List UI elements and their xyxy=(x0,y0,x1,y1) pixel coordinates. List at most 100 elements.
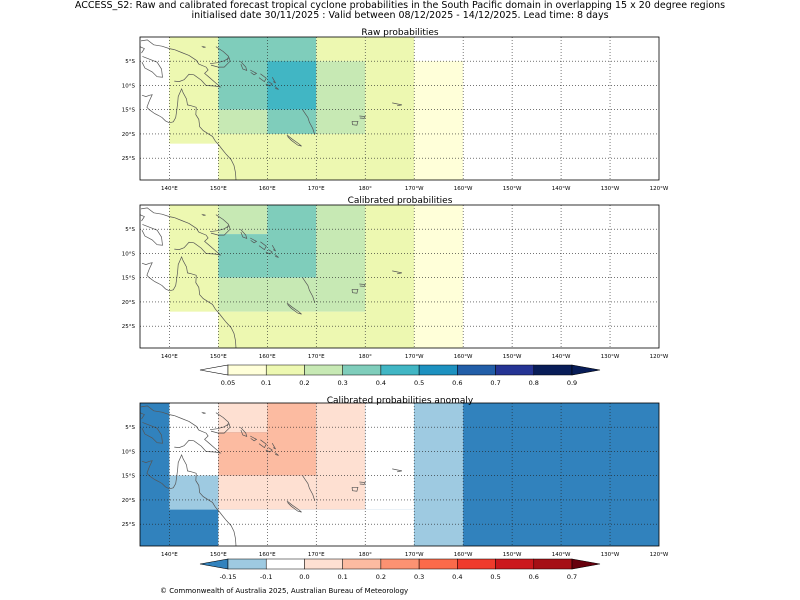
coastline xyxy=(140,207,175,218)
colorbar-tick-label: -0.1 xyxy=(260,573,273,581)
region-cell xyxy=(218,509,415,546)
x-tick-label: 170°E xyxy=(308,186,325,192)
coastline xyxy=(359,115,366,119)
x-tick-label: 180° xyxy=(359,552,372,558)
colorbar-tick-label: 0.1 xyxy=(261,379,271,387)
coastline xyxy=(271,245,276,252)
coastline xyxy=(392,102,402,107)
x-tick-label: 180° xyxy=(359,354,372,360)
colorbar-swatch xyxy=(457,364,496,376)
coastline xyxy=(286,500,302,513)
map-panel-2: Calibrated probabilities 140°E 150°E 160°E 1… xyxy=(122,196,669,360)
coastline xyxy=(195,107,237,180)
colorbar-swatch xyxy=(457,558,496,570)
region-cell xyxy=(414,61,464,180)
x-tick-label: 150°E xyxy=(210,552,227,558)
x-tick-label: 140°E xyxy=(161,186,178,192)
coastline xyxy=(141,453,197,490)
region-cell xyxy=(316,205,366,312)
copyright-footer: © Commonwealth of Australia 2025, Austra… xyxy=(160,587,409,595)
coastline xyxy=(141,255,197,292)
x-tick-label: 150°E xyxy=(210,186,227,192)
x-tick-label: 130°W xyxy=(601,552,620,558)
x-tick-label: 120°W xyxy=(650,552,669,558)
coastline xyxy=(201,213,206,217)
region-cell xyxy=(365,37,415,180)
coastline xyxy=(351,288,359,294)
colorbar-swatch xyxy=(342,364,382,376)
region-cell xyxy=(218,311,366,348)
colorbar-tick-label: 0.5 xyxy=(490,573,500,581)
x-tick-label: 120°W xyxy=(650,354,669,360)
coastline xyxy=(174,217,222,256)
colorbar-swatch xyxy=(227,364,267,376)
y-tick-label: 15°S xyxy=(122,108,136,114)
coastline xyxy=(141,87,197,124)
region-cell xyxy=(316,61,366,134)
coastline xyxy=(209,423,231,434)
region-cell xyxy=(218,133,317,180)
coastline xyxy=(258,73,267,83)
coastline xyxy=(265,447,273,453)
x-tick-label: 180° xyxy=(359,186,372,192)
x-tick-label: 160°W xyxy=(454,354,473,360)
x-tick-label: 160°E xyxy=(259,186,276,192)
region-cell xyxy=(267,205,317,278)
colorbar-anomaly: -0.15 -0.1 0.0 0.1 0.2 0.3 0.4 0.5 0.6 0.7 xyxy=(199,558,601,581)
colorbar-tick-label: 0.6 xyxy=(452,379,462,387)
region-cell xyxy=(218,205,268,235)
colorbar-under-arrow xyxy=(199,364,229,376)
x-tick-label: 150°W xyxy=(503,354,522,360)
colorbar-tick-label: 0.2 xyxy=(299,379,309,387)
colorbar-tick-label: -0.15 xyxy=(220,573,237,581)
colorbar-swatch xyxy=(533,364,573,376)
y-tick-label: 20°S xyxy=(122,300,136,306)
coastline xyxy=(286,134,302,147)
x-tick-label: 120°W xyxy=(650,186,669,192)
coastline xyxy=(271,443,276,450)
y-tick-label: 20°S xyxy=(122,132,136,138)
coastline xyxy=(258,241,267,251)
x-tick-label: 160°W xyxy=(454,186,473,192)
region-cell xyxy=(267,109,317,134)
y-tick-label: 20°S xyxy=(122,498,136,504)
colorbar-tick-label: 0.2 xyxy=(376,573,386,581)
coastline xyxy=(174,49,222,88)
colorbar-tick-label: 0.4 xyxy=(452,573,462,581)
coastline xyxy=(201,411,206,415)
x-tick-label: 140°W xyxy=(552,552,571,558)
x-tick-label: 140°E xyxy=(161,354,178,360)
coastline xyxy=(209,57,231,68)
coastline xyxy=(351,120,359,126)
coastline xyxy=(265,249,273,255)
x-tick-label: 170°W xyxy=(405,354,424,360)
colorbar-swatch xyxy=(495,558,535,570)
colorbar-tick-label: 0.3 xyxy=(414,573,424,581)
coastline xyxy=(141,224,163,246)
y-tick-label: 5°S xyxy=(125,425,135,431)
panel-title: Calibrated probabilities anomaly xyxy=(327,396,474,406)
coastline xyxy=(258,439,267,449)
y-tick-label: 5°S xyxy=(125,227,135,233)
coastline xyxy=(195,275,237,348)
coastline xyxy=(359,283,366,287)
coastline xyxy=(271,77,276,84)
colorbar-tick-label: 0.05 xyxy=(221,379,235,387)
colorbar-over-arrow xyxy=(571,558,601,570)
panel-title: Calibrated probabilities xyxy=(348,196,453,206)
y-tick-label: 25°S xyxy=(122,324,136,330)
panel-frame xyxy=(139,402,660,547)
y-tick-label: 15°S xyxy=(122,276,136,282)
colorbar-tick-label: 0.3 xyxy=(337,379,347,387)
region-cell xyxy=(169,205,219,312)
colorbar-swatch xyxy=(265,558,305,570)
colorbar-swatch xyxy=(304,364,343,376)
region-cell xyxy=(316,403,366,510)
region-cell xyxy=(316,133,366,180)
colorbar-swatch xyxy=(380,364,420,376)
region-cell xyxy=(218,475,317,510)
x-tick-label: 140°W xyxy=(552,186,571,192)
x-tick-label: 160°E xyxy=(259,354,276,360)
x-tick-label: 150°W xyxy=(503,186,522,192)
